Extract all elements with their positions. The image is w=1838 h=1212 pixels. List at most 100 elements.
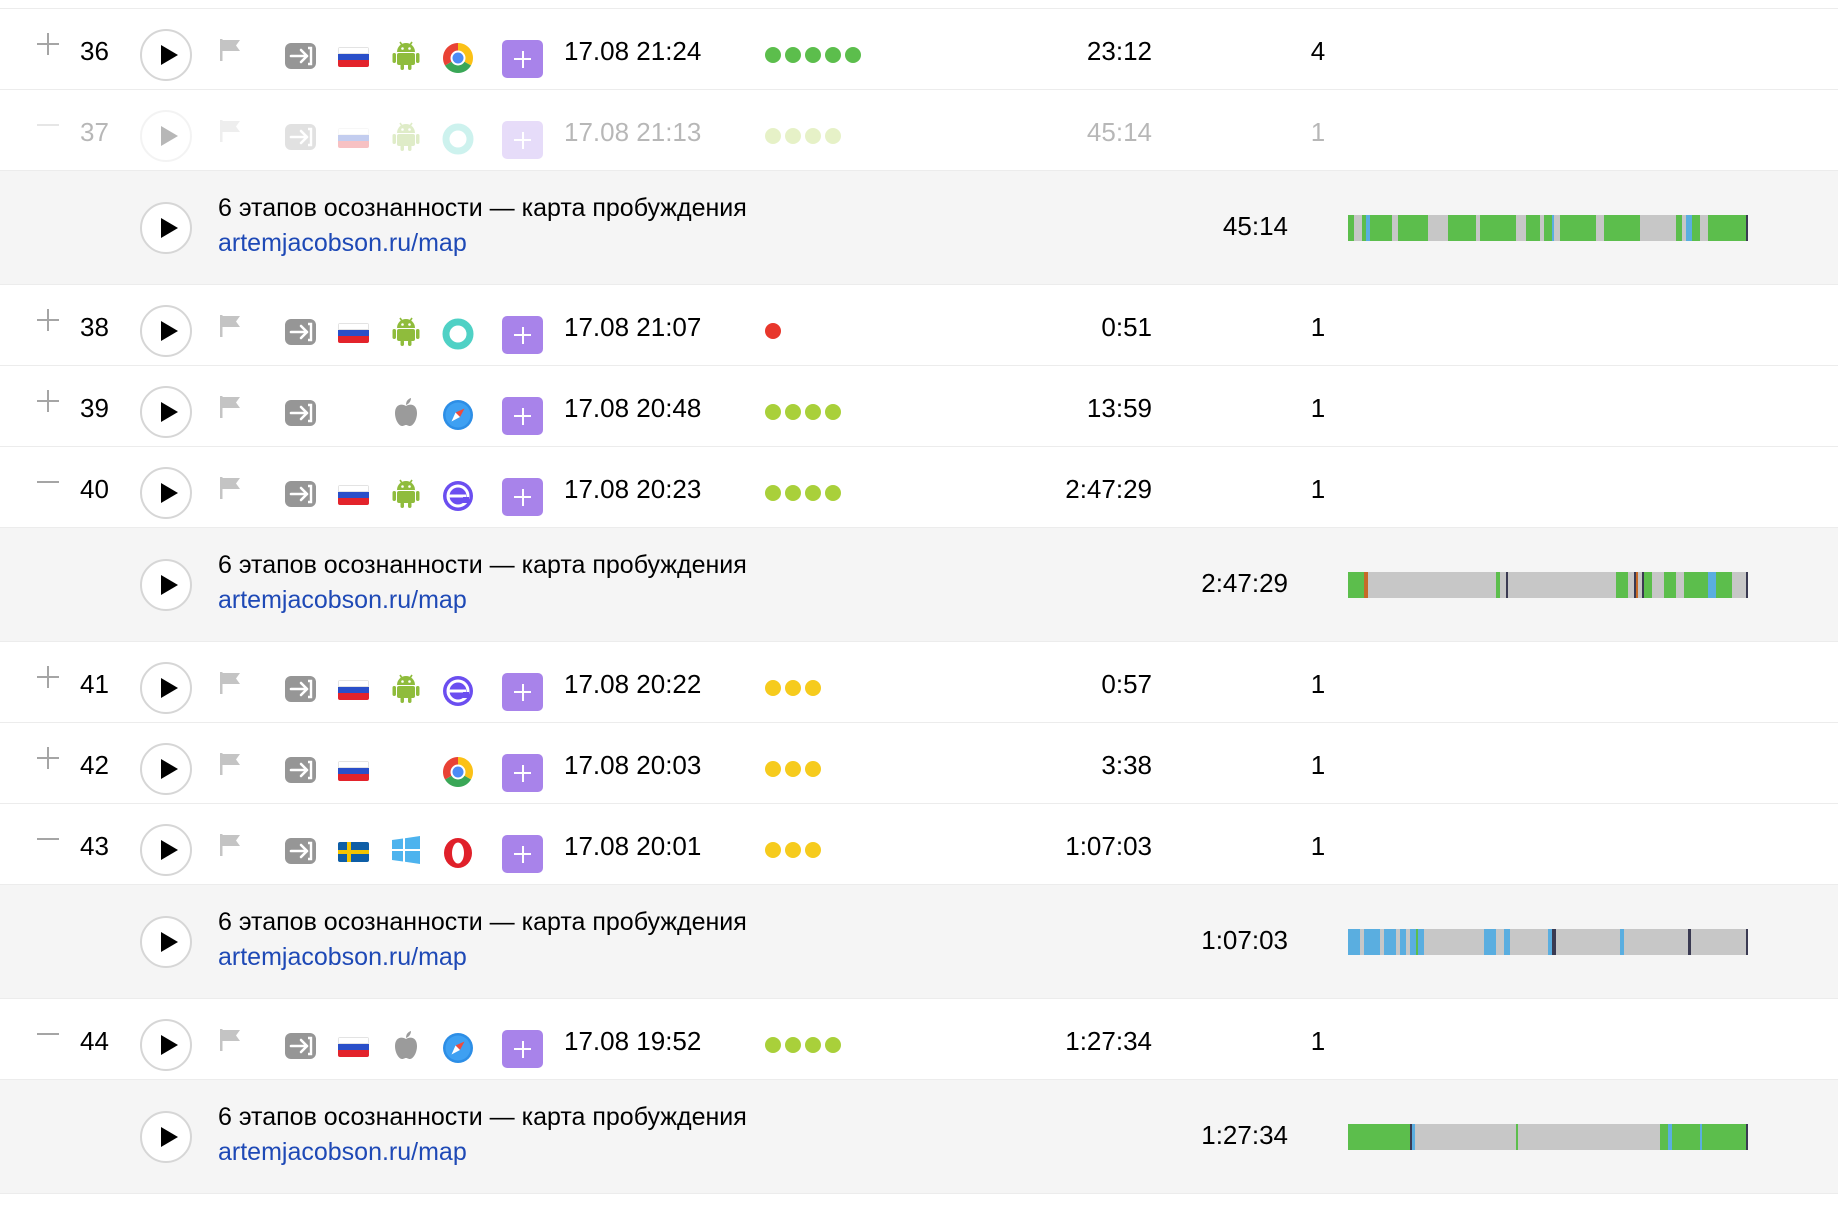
flag-icon[interactable] (217, 670, 243, 696)
activity-dot (765, 1037, 781, 1053)
expand-toggle[interactable] (37, 666, 59, 688)
expand-toggle[interactable] (37, 390, 59, 412)
flag-stripe (338, 485, 369, 492)
collapse-toggle[interactable] (37, 1023, 59, 1045)
timeline-segment (1716, 572, 1732, 598)
timeline-segment (1540, 215, 1544, 241)
play-button[interactable] (140, 1111, 192, 1163)
play-button[interactable] (140, 743, 192, 795)
activity-dots (765, 842, 825, 860)
activity-dot (805, 404, 821, 420)
page-url-link[interactable]: artemjacobson.ru/map (218, 943, 467, 971)
add-button[interactable] (502, 40, 543, 78)
timeline-segment (1746, 215, 1748, 241)
session-time: 17.08 20:48 (564, 393, 702, 423)
activity-timeline-bar (1348, 929, 1748, 955)
session-row[interactable]: 37 17.08 21:13 45:14 1 (0, 90, 1838, 171)
timeline-segment (1400, 929, 1406, 955)
play-button[interactable] (140, 662, 192, 714)
flag-icon[interactable] (217, 37, 243, 63)
session-row[interactable]: 40 17.08 20:23 2:47:29 1 (0, 447, 1838, 528)
session-row[interactable]: 38 17.08 21:07 0:51 1 (0, 285, 1838, 366)
flag-stripe (338, 141, 369, 148)
play-button[interactable] (140, 467, 192, 519)
flag-icon[interactable] (217, 394, 243, 420)
flag-stripe (338, 680, 369, 687)
session-list: 36 17.08 21:24 23:12 4 37 17.08 21:13 45:14 1 6 … (0, 9, 1838, 1194)
add-button[interactable] (502, 478, 543, 516)
play-button[interactable] (140, 386, 192, 438)
flag-cross (347, 842, 351, 862)
edge-browser-icon (441, 674, 475, 708)
page-url-link[interactable]: artemjacobson.ru/map (218, 229, 467, 257)
add-button[interactable] (502, 673, 543, 711)
flag-stripe (338, 336, 369, 343)
add-button[interactable] (502, 754, 543, 792)
session-row[interactable]: 43 17.08 20:01 1:07:03 1 (0, 804, 1838, 885)
android-icon (390, 315, 422, 347)
activity-dot (825, 485, 841, 501)
flag-icon[interactable] (217, 475, 243, 501)
timeline-segment (1526, 215, 1540, 241)
entry-icon (285, 481, 316, 507)
session-row[interactable]: 39 17.08 20:48 13:59 1 (0, 366, 1838, 447)
expand-toggle[interactable] (37, 33, 59, 55)
play-button[interactable] (140, 110, 192, 162)
collapse-toggle[interactable] (37, 471, 59, 493)
session-row[interactable]: 44 17.08 19:52 1:27:34 1 (0, 999, 1838, 1080)
timeline-segment (1496, 572, 1500, 598)
page-title: 6 этапов осознанности — карта пробуждени… (218, 551, 747, 579)
add-button[interactable] (502, 316, 543, 354)
timeline-segment (1688, 929, 1691, 955)
entry-icon (285, 319, 316, 345)
toggle-minus-bar (37, 838, 59, 840)
activity-dot (765, 404, 781, 420)
page-url-link[interactable]: artemjacobson.ru/map (218, 1138, 467, 1166)
collapse-toggle[interactable] (37, 828, 59, 850)
flag-icon[interactable] (217, 313, 243, 339)
page-url-link[interactable]: artemjacobson.ru/map (218, 586, 467, 614)
expand-toggle[interactable] (37, 747, 59, 769)
activity-dot (765, 128, 781, 144)
flag-icon[interactable] (217, 118, 243, 144)
timeline-segment (1640, 215, 1676, 241)
play-button[interactable] (140, 305, 192, 357)
timeline-segment (1384, 929, 1396, 955)
session-duration: 2:47:29 (1065, 474, 1152, 504)
activity-dot (805, 485, 821, 501)
chrome-browser-icon (441, 41, 475, 75)
android-icon (390, 477, 422, 509)
flag-icon[interactable] (217, 832, 243, 858)
session-row[interactable]: 36 17.08 21:24 23:12 4 (0, 9, 1838, 90)
play-button[interactable] (140, 916, 192, 968)
session-row[interactable]: 41 17.08 20:22 0:57 1 (0, 642, 1838, 723)
play-button[interactable] (140, 1019, 192, 1071)
timeline-segment (1412, 1124, 1415, 1150)
flag-icon[interactable] (217, 751, 243, 777)
flag-stripe (338, 330, 369, 336)
edge-browser-icon (441, 479, 475, 513)
page-count: 1 (1310, 669, 1326, 699)
flag-icon[interactable] (217, 1027, 243, 1053)
expand-toggle[interactable] (37, 309, 59, 331)
page-title: 6 этапов осознанности — карта пробуждени… (218, 908, 747, 936)
add-button[interactable] (502, 1030, 543, 1068)
timeline-segment (1620, 929, 1624, 955)
page-duration: 45:14 (1222, 211, 1288, 241)
add-button[interactable] (502, 835, 543, 873)
timeline-segment (1414, 1124, 1516, 1150)
play-button[interactable] (140, 202, 192, 254)
timeline-segment (1508, 572, 1616, 598)
add-button[interactable] (502, 121, 543, 159)
session-number: 37 (80, 117, 109, 147)
timeline-segment (1660, 1124, 1668, 1150)
add-button[interactable] (502, 397, 543, 435)
timeline-segment (1652, 572, 1664, 598)
collapse-toggle[interactable] (37, 114, 59, 136)
timeline-segment (1348, 929, 1360, 955)
session-row[interactable]: 42 17.08 20:03 3:38 1 (0, 723, 1838, 804)
play-button[interactable] (140, 824, 192, 876)
play-button[interactable] (140, 559, 192, 611)
chrome-browser-icon (441, 755, 475, 789)
play-button[interactable] (140, 29, 192, 81)
